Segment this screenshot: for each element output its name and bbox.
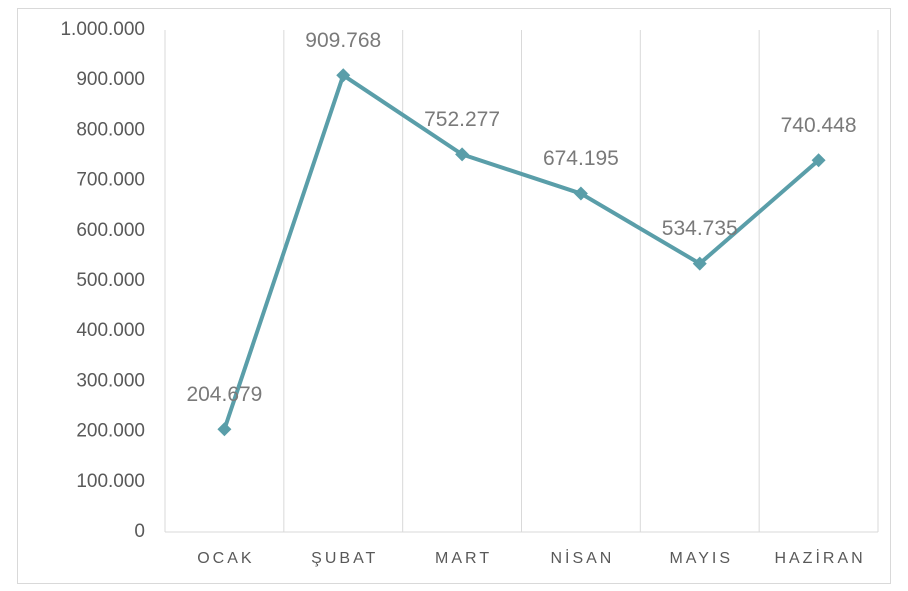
y-tick-label: 100.000 xyxy=(76,471,145,492)
y-tick-label: 600.000 xyxy=(76,220,145,241)
x-tick-label: MART xyxy=(435,550,492,567)
marker xyxy=(455,147,470,162)
x-tick-label: NİSAN xyxy=(550,548,614,567)
x-tick-label: MAYIS xyxy=(669,550,733,567)
chart-border xyxy=(17,8,891,584)
y-tick-label: 200.000 xyxy=(76,421,145,442)
y-tick-label: 900.000 xyxy=(76,69,145,90)
x-tick-label: HAZİRAN xyxy=(774,548,865,567)
y-tick-label: 800.000 xyxy=(76,119,145,140)
y-tick-label: 700.000 xyxy=(76,170,145,191)
y-tick-label: 0 xyxy=(134,521,145,542)
y-tick-label: 500.000 xyxy=(76,270,145,291)
marker xyxy=(336,68,351,83)
data-label: 752.277 xyxy=(424,108,500,131)
marker xyxy=(692,256,707,271)
marker xyxy=(217,422,232,437)
data-label: 674.195 xyxy=(543,147,619,170)
data-label: 909.768 xyxy=(305,29,381,52)
y-tick-label: 300.000 xyxy=(76,370,145,391)
x-tick-label: OCAK xyxy=(197,550,254,567)
data-label: 740.448 xyxy=(781,114,857,137)
marker xyxy=(811,153,826,168)
y-tick-label: 1.000.000 xyxy=(60,19,145,40)
marker xyxy=(573,186,588,201)
data-label: 534.735 xyxy=(662,217,738,240)
y-tick-label: 400.000 xyxy=(76,320,145,341)
series-line xyxy=(222,73,820,430)
data-label: 204.679 xyxy=(186,383,262,406)
x-tick-label: ŞUBAT xyxy=(311,550,378,567)
